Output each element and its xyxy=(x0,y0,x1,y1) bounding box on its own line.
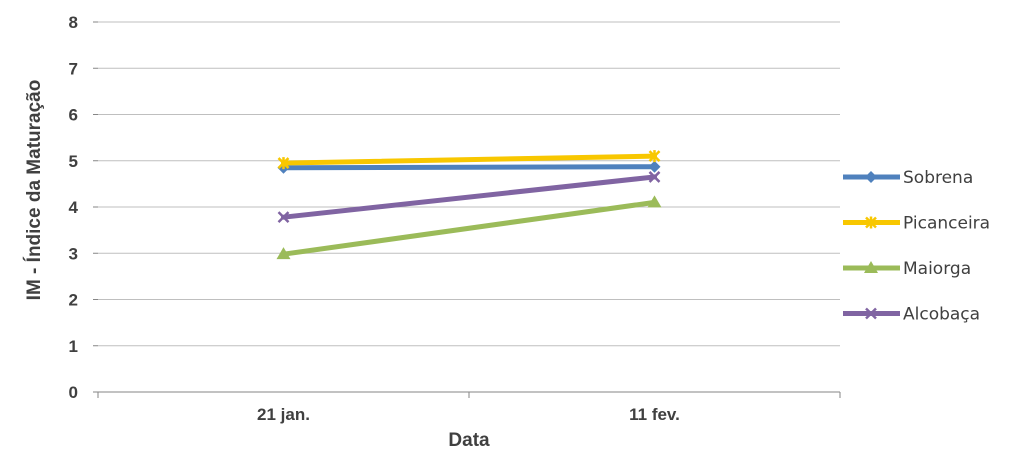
y-tick-labels: 0 1 2 3 4 5 6 7 8 xyxy=(69,13,79,402)
series-alcoba-a xyxy=(277,171,661,224)
legend-label: Sobrena xyxy=(903,168,973,188)
series-maiorga xyxy=(276,195,662,260)
y-axis-title: IM - Índice da Maturação xyxy=(23,80,45,301)
diamond-marker xyxy=(648,160,661,173)
y-tick-label: 5 xyxy=(69,152,78,171)
y-tick-label: 3 xyxy=(69,244,78,263)
triangle-marker xyxy=(276,247,291,260)
legend-item: Sobrena xyxy=(843,168,973,188)
legend-item: Picanceira xyxy=(843,214,990,234)
x-tick-label: 11 fev. xyxy=(629,405,680,424)
series-line xyxy=(281,153,657,166)
x-tick-label: 21 jan. xyxy=(257,405,310,424)
y-tick-label: 0 xyxy=(69,383,78,402)
asterisk-marker xyxy=(277,157,290,170)
series-lines xyxy=(276,150,662,260)
x-marker xyxy=(648,171,661,183)
y-tick-label: 7 xyxy=(69,59,78,78)
gridlines xyxy=(93,21,840,393)
asterisk-marker xyxy=(648,150,661,163)
legend-item: Maiorga xyxy=(843,259,971,279)
y-tick-label: 8 xyxy=(69,13,78,32)
triangle-marker xyxy=(647,195,662,208)
series-line xyxy=(281,174,657,220)
x-tick-labels: 21 jan. 11 fev. xyxy=(97,392,841,424)
y-tick-label: 1 xyxy=(69,337,78,356)
series-line xyxy=(281,199,657,257)
x-marker xyxy=(277,211,290,224)
y-tick-label: 4 xyxy=(69,198,79,217)
triangle-marker xyxy=(864,261,878,273)
asterisk-marker xyxy=(865,216,877,229)
legend-item: Alcobaça xyxy=(843,305,980,325)
x-axis-title: Data xyxy=(448,430,490,451)
legend-label: Maiorga xyxy=(903,259,971,279)
legend-label: Picanceira xyxy=(903,214,990,234)
legend-label: Alcobaça xyxy=(903,305,980,325)
y-tick-label: 2 xyxy=(69,291,78,310)
series-picanceira xyxy=(277,150,661,170)
y-tick-label: 6 xyxy=(69,106,78,125)
legend: Sobrena Picanceira Maiorga Alcobaça xyxy=(843,168,990,325)
x-marker xyxy=(865,307,877,320)
diamond-marker xyxy=(865,171,877,183)
series-line xyxy=(281,164,657,171)
